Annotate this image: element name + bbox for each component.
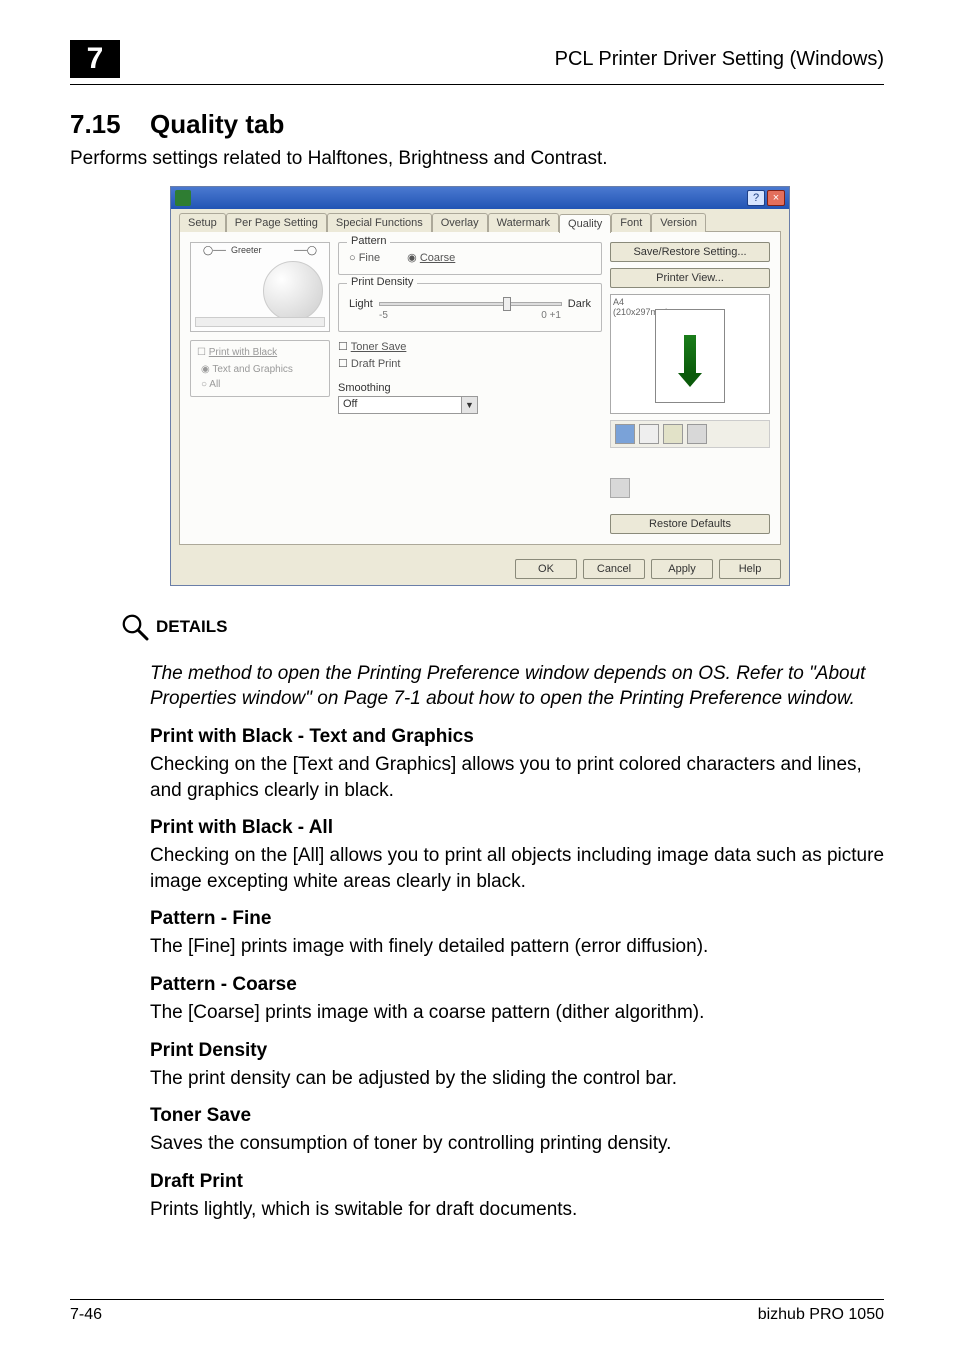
restore-defaults-button[interactable]: Restore Defaults	[610, 514, 770, 534]
tab-panel: ◯── Greeter ──◯ ☐ Print with Black ◉ Tex…	[179, 231, 781, 545]
pwb-all-title: Print with Black - All	[150, 817, 884, 839]
greeter-bar	[195, 317, 325, 327]
tab-version[interactable]: Version	[651, 213, 706, 232]
option-icon-3	[687, 424, 707, 444]
tab-overlay[interactable]: Overlay	[432, 213, 488, 232]
intro-text: Performs settings related to Halftones, …	[70, 146, 884, 172]
pwb-all-body: Checking on the [All] allows you to prin…	[150, 843, 884, 894]
section-title: Quality tab	[150, 109, 284, 140]
help-button[interactable]: Help	[719, 559, 781, 579]
density-light-label: Light	[349, 298, 373, 310]
details-heading: DETAILS	[120, 612, 884, 642]
smoothing-label: Smoothing	[338, 382, 602, 394]
user-icon	[610, 478, 630, 498]
help-titlebar-button[interactable]: ?	[747, 190, 765, 206]
apply-button[interactable]: Apply	[651, 559, 713, 579]
density-dark-label: Dark	[568, 298, 591, 310]
density-slider-thumb[interactable]	[503, 297, 511, 311]
density-body: The print density can be adjusted by the…	[150, 1066, 884, 1092]
printer-icon	[175, 190, 191, 206]
toner-title: Toner Save	[150, 1105, 884, 1127]
pattern-coarse-radio[interactable]: ◉ Coarse	[407, 252, 455, 264]
section-number: 7.15	[70, 109, 150, 140]
magnifier-icon	[120, 612, 150, 642]
option-icon-2	[663, 424, 683, 444]
tab-special[interactable]: Special Functions	[327, 213, 432, 232]
chevron-down-icon[interactable]: ▼	[461, 397, 477, 413]
cancel-button[interactable]: Cancel	[583, 559, 645, 579]
density-group-label: Print Density	[347, 276, 417, 288]
density-min: -5	[379, 310, 388, 321]
option-icon	[639, 424, 659, 444]
device-icon	[615, 424, 635, 444]
smoothing-combo[interactable]: Off ▼	[338, 396, 478, 414]
chapter-number: 7	[70, 40, 120, 78]
greeter-swoop-icon	[263, 261, 323, 321]
save-restore-button[interactable]: Save/Restore Setting...	[610, 242, 770, 262]
footer-page-number: 7-46	[70, 1306, 102, 1324]
pwb-tg-body: Checking on the [Text and Graphics] allo…	[150, 752, 884, 803]
tab-setup[interactable]: Setup	[179, 213, 226, 232]
arrow-down-icon	[684, 335, 696, 375]
draft-body: Prints lightly, which is switable for dr…	[150, 1197, 884, 1223]
pattern-fine-radio[interactable]: ○ Fine	[349, 252, 380, 264]
dialog-screenshot: ? × Setup Per Page Setting Special Funct…	[170, 186, 790, 586]
pattern-coarse-body: The [Coarse] prints image with a coarse …	[150, 1000, 884, 1026]
ok-button[interactable]: OK	[515, 559, 577, 579]
section-heading: 7.15 Quality tab	[70, 109, 884, 140]
pattern-fine-body: The [Fine] prints image with finely deta…	[150, 934, 884, 960]
paper-preview: A4 (210x297mm)	[610, 294, 770, 414]
print-with-black-group: ☐ Print with Black ◉ Text and Graphics ○…	[190, 340, 330, 397]
dialog-window: ? × Setup Per Page Setting Special Funct…	[170, 186, 790, 586]
draft-title: Draft Print	[150, 1171, 884, 1193]
pwb-group-label: Print with Black	[209, 347, 277, 358]
pattern-group: Pattern ○ Fine ◉ Coarse	[338, 242, 602, 275]
footer-product: bizhub PRO 1050	[758, 1306, 884, 1324]
pwb-all-radio[interactable]: All	[209, 379, 220, 390]
page-header: 7 PCL Printer Driver Setting (Windows)	[70, 40, 884, 85]
preview-greeter: ◯── Greeter ──◯	[190, 242, 330, 332]
dialog-footer: OK Cancel Apply Help	[171, 553, 789, 585]
tab-watermark[interactable]: Watermark	[488, 213, 559, 232]
tab-quality[interactable]: Quality	[559, 214, 611, 233]
draft-print-checkbox[interactable]: ☐ Draft Print	[338, 357, 602, 370]
printer-view-button[interactable]: Printer View...	[610, 268, 770, 288]
tab-strip: Setup Per Page Setting Special Functions…	[179, 213, 781, 232]
smoothing-value: Off	[339, 397, 461, 413]
toner-save-checkbox[interactable]: ☐ Toner Save	[338, 340, 602, 353]
page-footer: 7-46 bizhub PRO 1050	[70, 1299, 884, 1324]
close-icon[interactable]: ×	[767, 190, 785, 206]
dialog-titlebar: ? ×	[171, 187, 789, 209]
density-title: Print Density	[150, 1040, 884, 1062]
toner-body: Saves the consumption of toner by contro…	[150, 1131, 884, 1157]
density-slider[interactable]	[379, 302, 562, 306]
details-body: The method to open the Printing Preferen…	[150, 661, 884, 712]
header-title: PCL Printer Driver Setting (Windows)	[555, 48, 884, 71]
tab-perpage[interactable]: Per Page Setting	[226, 213, 327, 232]
tab-font[interactable]: Font	[611, 213, 651, 232]
details-label: DETAILS	[156, 617, 227, 637]
pwb-text-graphics-radio[interactable]: Text and Graphics	[212, 364, 293, 375]
density-group: Print Density Light Dark -5 0 +1	[338, 283, 602, 332]
pattern-coarse-title: Pattern - Coarse	[150, 974, 884, 996]
device-icon-row	[610, 420, 770, 448]
dialog-body: Setup Per Page Setting Special Functions…	[171, 209, 789, 553]
pwb-tg-title: Print with Black - Text and Graphics	[150, 726, 884, 748]
arrow-head-icon	[678, 373, 702, 387]
greeter-label: Greeter	[231, 245, 262, 255]
pattern-group-label: Pattern	[347, 235, 390, 247]
density-value: 0 +1	[541, 310, 561, 321]
pattern-fine-title: Pattern - Fine	[150, 908, 884, 930]
paper-size: A4	[613, 297, 767, 307]
